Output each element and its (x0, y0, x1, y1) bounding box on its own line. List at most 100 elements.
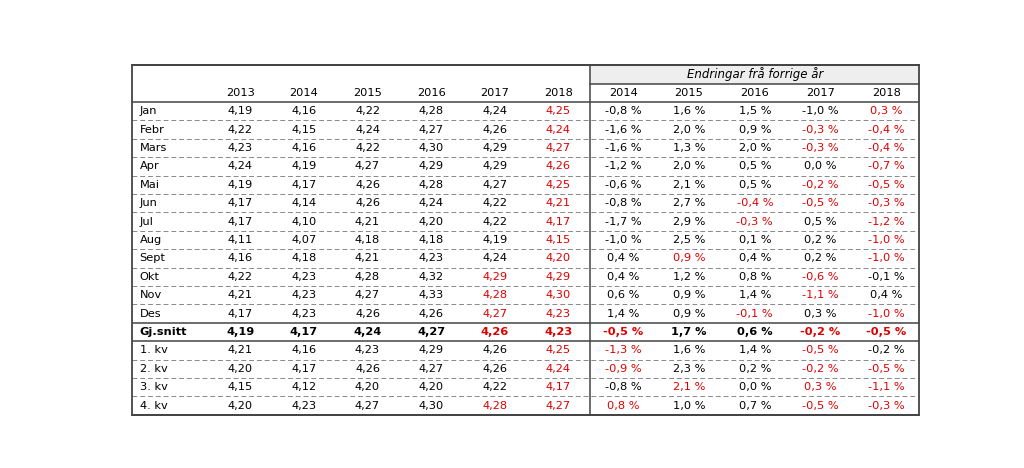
Text: 4,16: 4,16 (291, 143, 316, 153)
Text: 4,27: 4,27 (482, 308, 507, 319)
Text: 4,20: 4,20 (419, 382, 443, 392)
Text: 4,17: 4,17 (546, 217, 571, 227)
Text: 4,21: 4,21 (355, 217, 380, 227)
Text: 4,29: 4,29 (482, 272, 507, 282)
Text: 4,28: 4,28 (419, 180, 443, 190)
Text: 0,9 %: 0,9 % (673, 253, 706, 263)
Text: 4,27: 4,27 (355, 290, 380, 300)
Text: -1,2 %: -1,2 % (605, 161, 641, 171)
Text: Apr: Apr (139, 161, 160, 171)
Text: 0,2 %: 0,2 % (805, 253, 837, 263)
Text: 1,7 %: 1,7 % (672, 327, 707, 337)
Text: -0,5 %: -0,5 % (802, 401, 839, 410)
Text: 4,19: 4,19 (227, 180, 253, 190)
Text: 2,0 %: 2,0 % (673, 124, 706, 135)
Text: 4,22: 4,22 (482, 382, 507, 392)
Text: 4,29: 4,29 (482, 161, 507, 171)
Text: 4,28: 4,28 (482, 290, 507, 300)
Text: -0,5 %: -0,5 % (868, 180, 904, 190)
Text: Aug: Aug (139, 235, 162, 245)
Text: 2018: 2018 (544, 88, 572, 98)
Text: -1,1 %: -1,1 % (802, 290, 839, 300)
Text: 4,24: 4,24 (355, 124, 380, 135)
Text: 4,28: 4,28 (419, 106, 443, 116)
Text: 2,0 %: 2,0 % (673, 161, 706, 171)
Text: 1,4 %: 1,4 % (607, 308, 639, 319)
Text: 4,11: 4,11 (227, 235, 253, 245)
Text: 2016: 2016 (417, 88, 445, 98)
Text: 4,27: 4,27 (546, 401, 571, 410)
Text: -0,2 %: -0,2 % (801, 327, 841, 337)
Text: 4,07: 4,07 (291, 235, 316, 245)
Text: 4,28: 4,28 (482, 401, 507, 410)
Text: 4,26: 4,26 (482, 364, 507, 374)
Text: 0,4 %: 0,4 % (870, 290, 902, 300)
Text: -0,5 %: -0,5 % (868, 364, 904, 374)
Text: 4,30: 4,30 (419, 401, 443, 410)
Text: 0,9 %: 0,9 % (738, 124, 771, 135)
Text: 0,4 %: 0,4 % (738, 253, 771, 263)
Text: 4,24: 4,24 (482, 253, 507, 263)
Text: 4,27: 4,27 (419, 364, 443, 374)
Bar (590, 65, 920, 84)
Text: 1,6 %: 1,6 % (673, 106, 706, 116)
Text: 4,23: 4,23 (419, 253, 443, 263)
Text: 4,21: 4,21 (227, 345, 253, 355)
Text: 1. kv: 1. kv (139, 345, 168, 355)
Text: Mai: Mai (139, 180, 160, 190)
Text: -1,1 %: -1,1 % (868, 382, 904, 392)
Text: -0,2 %: -0,2 % (802, 180, 839, 190)
Text: -0,5 %: -0,5 % (603, 327, 643, 337)
Text: 4,17: 4,17 (227, 217, 253, 227)
Text: Febr: Febr (139, 124, 165, 135)
Text: 4,24: 4,24 (482, 106, 507, 116)
Text: -1,0 %: -1,0 % (868, 235, 904, 245)
Text: 0,9 %: 0,9 % (673, 308, 706, 319)
Text: 4,22: 4,22 (227, 272, 253, 282)
Text: 4,27: 4,27 (546, 143, 571, 153)
Text: 4,23: 4,23 (291, 308, 316, 319)
Text: 4,26: 4,26 (482, 124, 507, 135)
Text: -0,8 %: -0,8 % (605, 106, 641, 116)
Text: Des: Des (139, 308, 161, 319)
Text: 4,27: 4,27 (419, 124, 443, 135)
Text: 4,24: 4,24 (546, 364, 571, 374)
Text: 4,26: 4,26 (355, 180, 380, 190)
Text: 0,2 %: 0,2 % (738, 364, 771, 374)
Text: 4,27: 4,27 (355, 161, 380, 171)
Text: 4,23: 4,23 (227, 143, 253, 153)
Text: -0,5 %: -0,5 % (802, 345, 839, 355)
Text: 2. kv: 2. kv (139, 364, 167, 374)
Text: -0,8 %: -0,8 % (605, 382, 641, 392)
Text: 4,20: 4,20 (227, 364, 253, 374)
Text: -0,5 %: -0,5 % (866, 327, 906, 337)
Text: -0,7 %: -0,7 % (868, 161, 904, 171)
Text: 0,9 %: 0,9 % (673, 290, 706, 300)
Text: 4,24: 4,24 (227, 161, 253, 171)
Text: Nov: Nov (139, 290, 162, 300)
Text: 1,4 %: 1,4 % (738, 345, 771, 355)
Text: 0,6 %: 0,6 % (607, 290, 639, 300)
Text: -0,8 %: -0,8 % (605, 198, 641, 208)
Text: 4,25: 4,25 (546, 106, 571, 116)
Text: 0,5 %: 0,5 % (738, 180, 771, 190)
Text: 4,29: 4,29 (482, 143, 507, 153)
Text: 4,27: 4,27 (482, 180, 507, 190)
Text: 4,23: 4,23 (355, 345, 380, 355)
Text: 4,14: 4,14 (291, 198, 316, 208)
Text: 0,8 %: 0,8 % (607, 401, 639, 410)
Text: 4,22: 4,22 (355, 143, 380, 153)
Text: 2,9 %: 2,9 % (673, 217, 706, 227)
Text: -0,4 %: -0,4 % (736, 198, 773, 208)
Text: 2013: 2013 (225, 88, 255, 98)
Text: 1,6 %: 1,6 % (673, 345, 706, 355)
Text: 4,16: 4,16 (291, 345, 316, 355)
Text: 0,5 %: 0,5 % (738, 161, 771, 171)
Text: 0,7 %: 0,7 % (738, 401, 771, 410)
Text: 4,18: 4,18 (291, 253, 316, 263)
Text: 4,22: 4,22 (227, 124, 253, 135)
Text: 1,3 %: 1,3 % (673, 143, 706, 153)
Text: 0,3 %: 0,3 % (804, 308, 837, 319)
Text: 4,23: 4,23 (545, 327, 572, 337)
Text: 2017: 2017 (480, 88, 509, 98)
